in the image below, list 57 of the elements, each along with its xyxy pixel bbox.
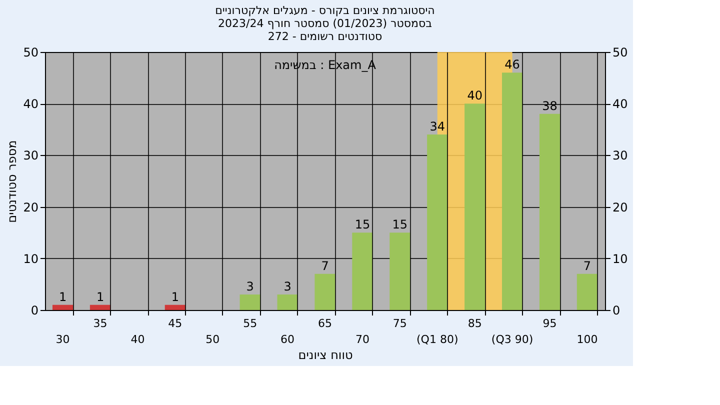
y2-tick-label: 50: [612, 46, 628, 60]
x-tick-label: 75: [392, 317, 407, 330]
bar: [352, 232, 373, 310]
data-label: 3: [284, 280, 292, 294]
y2-tick-label: 20: [612, 200, 628, 214]
y-axis-title: מספר סטודנטים: [5, 140, 20, 223]
data-label: 1: [58, 290, 67, 304]
text: היסטוגרמת ציונים בקורס - מעגלים אלקטרוניים: [215, 4, 435, 17]
data-label: 1: [96, 290, 104, 304]
data-label: 3: [246, 280, 254, 294]
x-tick-label: 55: [243, 317, 258, 330]
x-axis-title: טווח ציונים: [298, 348, 353, 362]
x-tick-label: 60: [280, 333, 295, 346]
y-tick-label: 20: [23, 200, 38, 214]
x-tick-label: (Q1 80): [416, 333, 458, 346]
data-label: 7: [321, 258, 329, 273]
y2-tick-label: 10: [612, 252, 628, 266]
bar: [314, 274, 336, 310]
x-tick-label: 85: [468, 317, 482, 330]
bar: [464, 104, 486, 310]
text: בסמסטר (01/2023) סמסטר חורף 2023/24: [218, 17, 432, 30]
x-tick-label: 30: [56, 333, 70, 346]
y-tick-label: 40: [23, 97, 38, 112]
text: סטודנטים רשומים - 272: [268, 30, 382, 43]
y-tick-label: 30: [23, 148, 38, 163]
bar: [90, 304, 111, 310]
x-tick-label: 95: [542, 317, 557, 330]
data-label: 15: [354, 218, 370, 232]
x-tick-label: 65: [318, 317, 332, 330]
data-label: 40: [467, 88, 482, 103]
bar: [240, 294, 260, 310]
x-tick-label: 100: [576, 333, 598, 346]
data-label: 46: [504, 58, 520, 72]
bar: [576, 274, 598, 310]
y-tick-label: 10: [23, 252, 38, 266]
y2-tick-label: 40: [612, 97, 628, 112]
x-tick-label: (Q3 90): [491, 333, 534, 346]
bar: [164, 304, 186, 310]
data-label: 15: [392, 218, 408, 232]
bar: [427, 134, 448, 310]
bar: [539, 114, 560, 310]
data-label: 34: [430, 120, 446, 134]
data-label: 7: [583, 258, 592, 273]
data-label: 1: [171, 290, 179, 304]
y2-tick-label: 30: [612, 148, 628, 163]
bar: [390, 232, 410, 310]
bar: [502, 72, 523, 310]
x-tick-label: 50: [206, 333, 220, 346]
x-tick-label: 40: [130, 333, 145, 346]
y2-tick-label: 0: [612, 304, 620, 318]
bar: [277, 294, 298, 310]
x-tick-label: 35: [93, 317, 108, 330]
y-tick-label: 0: [30, 304, 38, 318]
bar: [52, 304, 74, 310]
x-tick-label: 70: [355, 333, 370, 346]
y-tick-label: 50: [23, 46, 38, 60]
x-tick-label: 45: [168, 317, 182, 330]
